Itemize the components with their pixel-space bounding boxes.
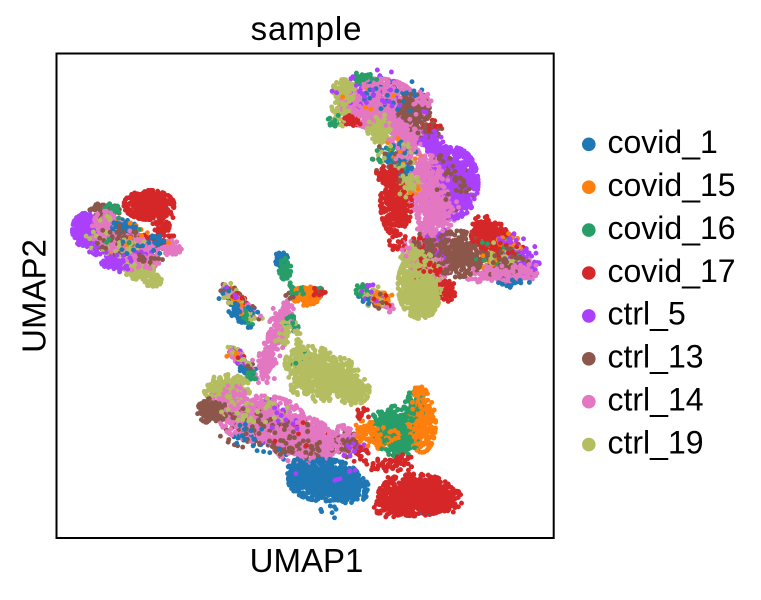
svg-text:ctrl_13: ctrl_13 [608, 339, 704, 375]
svg-text:ctrl_14: ctrl_14 [608, 382, 704, 418]
svg-text:covid_1: covid_1 [608, 124, 718, 160]
svg-text:covid_17: covid_17 [608, 253, 736, 289]
svg-text:ctrl_19: ctrl_19 [608, 424, 704, 460]
svg-text:ctrl_5: ctrl_5 [608, 296, 686, 332]
svg-text:covid_15: covid_15 [608, 167, 736, 203]
svg-text:UMAP1: UMAP1 [250, 542, 364, 579]
svg-text:covid_16: covid_16 [608, 210, 736, 246]
svg-text:sample: sample [251, 10, 363, 47]
svg-text:UMAP2: UMAP2 [16, 239, 53, 353]
